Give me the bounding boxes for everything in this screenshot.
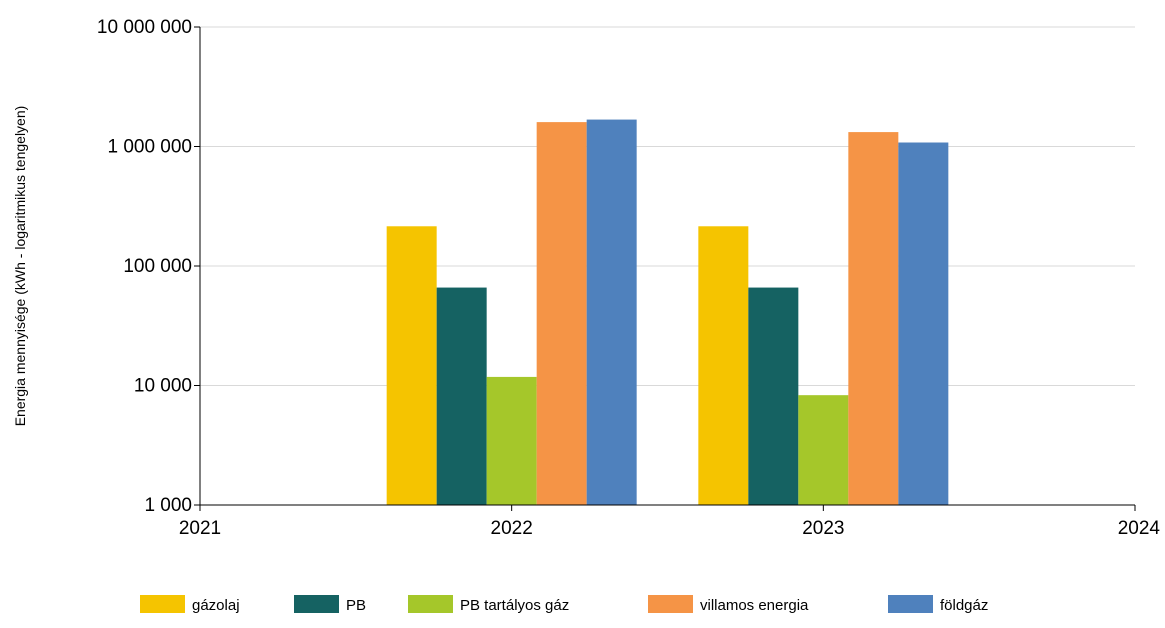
legend-swatch [648, 595, 693, 613]
legend-swatch [140, 595, 185, 613]
legend-label: földgáz [940, 597, 988, 614]
legend: gázolaj PB PB tartályos gáz villamos energi… [140, 595, 988, 614]
x-tick-label: 2023 [802, 518, 844, 539]
legend-swatch [888, 595, 933, 613]
bars [386, 119, 949, 506]
x-tick-label: 2021 [179, 518, 221, 539]
legend-label: gázolaj [192, 597, 240, 614]
gridlines [200, 26, 1135, 386]
y-tick-label: 10 000 [134, 376, 192, 397]
y-tick-label: 100 000 [123, 256, 192, 277]
bar-PB-2022 [436, 287, 487, 505]
bar-villamos-energia-2022 [536, 122, 587, 505]
legend-swatch [408, 595, 453, 613]
y-tick-label: 10 000 000 [97, 17, 192, 38]
y-axis-title: Energia mennyisége (kWh - logaritmikus t… [12, 106, 28, 427]
bar-PB-tartályos-gáz-2023 [798, 395, 849, 505]
y-ticks: 1 000 10 000 100 000 1 000 000 10 000 000 [97, 17, 200, 516]
legend-swatch [294, 595, 339, 613]
bar-földgáz-2023 [898, 142, 949, 505]
bar-PB-tartályos-gáz-2022 [486, 376, 537, 505]
bar-gázolaj-2023 [698, 226, 749, 505]
legend-label: villamos energia [700, 597, 809, 614]
y-tick-label: 1 000 000 [107, 137, 192, 158]
legend-label: PB [346, 597, 366, 614]
x-tick-label: 2024 [1118, 518, 1161, 539]
x-tick-label: 2022 [491, 518, 533, 539]
bar-villamos-energia-2023 [848, 132, 899, 505]
y-tick-label: 1 000 [144, 495, 192, 516]
bar-földgáz-2022 [586, 119, 637, 506]
bar-gázolaj-2022 [386, 226, 437, 505]
bar-PB-2023 [748, 287, 799, 505]
x-ticks: 2021 2022 2023 2024 [179, 505, 1161, 539]
legend-label: PB tartályos gáz [460, 597, 569, 614]
